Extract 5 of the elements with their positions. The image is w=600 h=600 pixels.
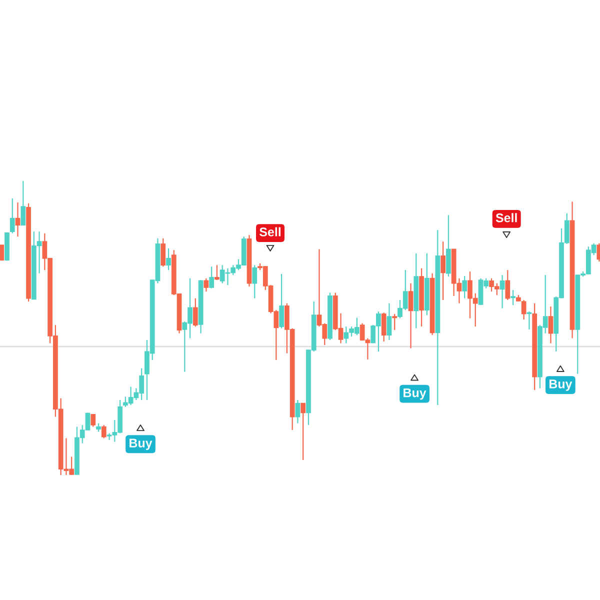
annotation: Sell: [260, 227, 280, 236]
annotation: Sell: [496, 213, 517, 222]
annotation: Buy: [130, 438, 152, 450]
annotation: Buy: [404, 388, 426, 400]
annotation: Buy: [549, 380, 572, 391]
